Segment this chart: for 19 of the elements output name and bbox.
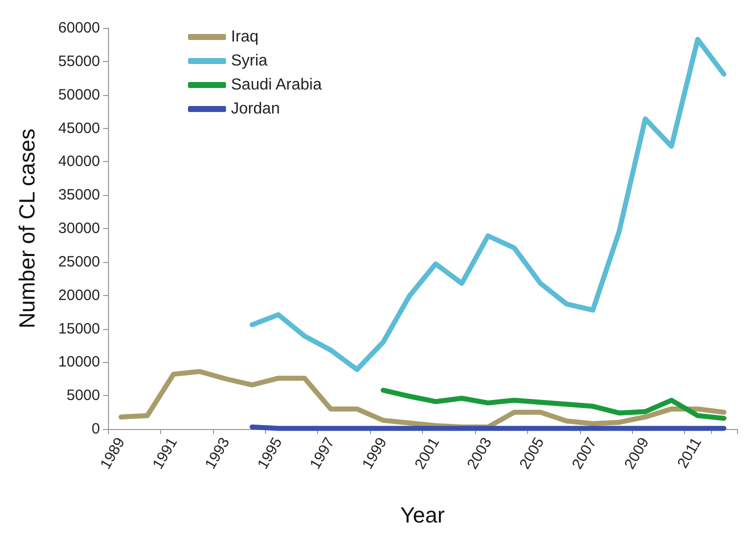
y-tick-label: 35000 xyxy=(58,186,100,204)
y-tick-label: 25000 xyxy=(58,253,100,270)
legend-label: Syria xyxy=(231,52,268,70)
y-tick-label: 60000 xyxy=(58,20,100,36)
y-tick-label: 0 xyxy=(92,420,100,438)
legend-label: Iraq xyxy=(231,28,259,46)
legend-label: Saudi Arabia xyxy=(231,76,322,94)
legend-label: Jordan xyxy=(231,100,280,118)
y-tick-label: 30000 xyxy=(58,220,100,237)
y-axis-title: Number of CL cases xyxy=(14,128,40,328)
y-tick-label: 10000 xyxy=(58,354,100,371)
x-axis-title: Year xyxy=(400,502,445,528)
y-tick-label: 50000 xyxy=(58,86,100,104)
y-tick-label: 5000 xyxy=(66,387,100,404)
y-tick-label: 15000 xyxy=(58,320,100,338)
y-tick-label: 55000 xyxy=(58,52,100,70)
y-tick-label: 20000 xyxy=(58,286,100,304)
y-tick-label: 45000 xyxy=(58,120,100,137)
y-tick-label: 40000 xyxy=(58,153,100,170)
